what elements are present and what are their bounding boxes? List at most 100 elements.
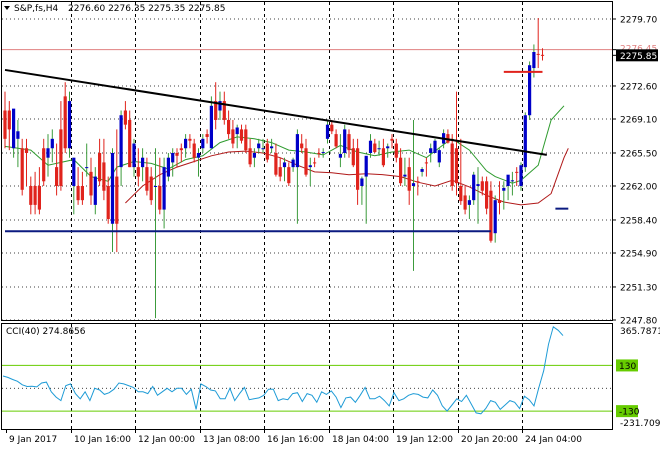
x-tick-label: 9 Jan 2017 (9, 435, 57, 445)
candle-body (67, 101, 72, 149)
candle-body (123, 110, 127, 125)
candle (153, 148, 158, 319)
candle (24, 138, 29, 187)
candle (179, 143, 183, 163)
candle (162, 157, 166, 229)
candle (128, 110, 132, 168)
candle (502, 181, 506, 210)
candle-body (399, 157, 403, 184)
candle-body (291, 159, 295, 168)
candle (515, 167, 519, 187)
candle-body (12, 108, 16, 149)
candle-body (37, 186, 41, 210)
candle (261, 138, 265, 153)
candle (110, 148, 115, 253)
candle-body (239, 129, 244, 141)
symbol-dropdown-icon[interactable] (4, 6, 10, 10)
candle (218, 91, 222, 120)
candle (136, 148, 140, 187)
candle (420, 167, 424, 177)
candle-body (278, 167, 282, 177)
candle (528, 61, 532, 120)
candle (459, 138, 463, 205)
candle-body (149, 176, 153, 201)
candle-body (179, 148, 183, 151)
candle-body (338, 153, 342, 158)
candle-body (136, 167, 140, 177)
candle-body (282, 162, 287, 168)
candle-body (33, 186, 37, 205)
candle-body (16, 131, 20, 139)
candle-body (274, 152, 278, 175)
candle-body (364, 155, 368, 177)
candle-body (489, 190, 493, 241)
candle-body (252, 152, 256, 158)
candle (7, 101, 11, 151)
candle-body (93, 176, 97, 205)
cci-top-value: 365.7871 (620, 327, 660, 337)
candle (72, 157, 76, 215)
candle (227, 110, 231, 139)
candle (257, 138, 261, 153)
candle-body (248, 148, 252, 165)
candle-body (536, 53, 540, 55)
candle-body (321, 152, 325, 154)
candle-body (467, 200, 471, 205)
candle (377, 140, 381, 156)
candle (540, 48, 545, 61)
candle (334, 129, 338, 149)
candle-body (502, 187, 506, 191)
current-price-box (616, 49, 658, 62)
candle (437, 148, 441, 168)
x-tick-label: 19 Jan 12:00 (396, 435, 453, 445)
candle-body (532, 52, 536, 69)
candle (63, 82, 67, 153)
candle (192, 138, 196, 163)
candle (386, 143, 390, 158)
candle-body (261, 148, 265, 150)
candle-body (175, 152, 179, 156)
candle-body (476, 184, 480, 187)
candle-body (270, 146, 274, 149)
candle (476, 167, 480, 224)
candle (76, 167, 80, 205)
candle (390, 134, 394, 149)
candle (85, 143, 89, 177)
candle (480, 176, 484, 196)
candle-body (184, 138, 188, 149)
x-tick-label: 10 Jan 16:00 (74, 435, 131, 445)
candle-body (459, 186, 463, 202)
candle (123, 101, 127, 130)
candle-body (72, 157, 76, 187)
candle (235, 124, 239, 149)
candle-body (540, 54, 545, 56)
candle (485, 176, 489, 215)
candle (149, 167, 153, 205)
candle-body (59, 129, 63, 187)
candle (20, 138, 24, 196)
candle-body (313, 162, 317, 164)
candle (119, 110, 123, 187)
candle (209, 96, 213, 149)
candle (184, 134, 188, 158)
candle-body (29, 186, 33, 205)
candle (416, 176, 420, 196)
candle-body (450, 143, 454, 187)
candle (463, 186, 467, 215)
candle-body (257, 143, 261, 149)
candle-body (162, 167, 166, 210)
candle-body (347, 134, 351, 151)
candle-body (244, 129, 248, 151)
descending-trendline[interactable] (4, 68, 547, 156)
candle-body (7, 110, 11, 130)
candle-body (472, 174, 476, 201)
candle-body (411, 183, 416, 187)
candle-body (98, 152, 102, 182)
candle-body (63, 96, 67, 149)
candle-body (55, 167, 59, 187)
candle (252, 148, 256, 168)
candle (196, 148, 201, 177)
candle-body (424, 162, 428, 164)
